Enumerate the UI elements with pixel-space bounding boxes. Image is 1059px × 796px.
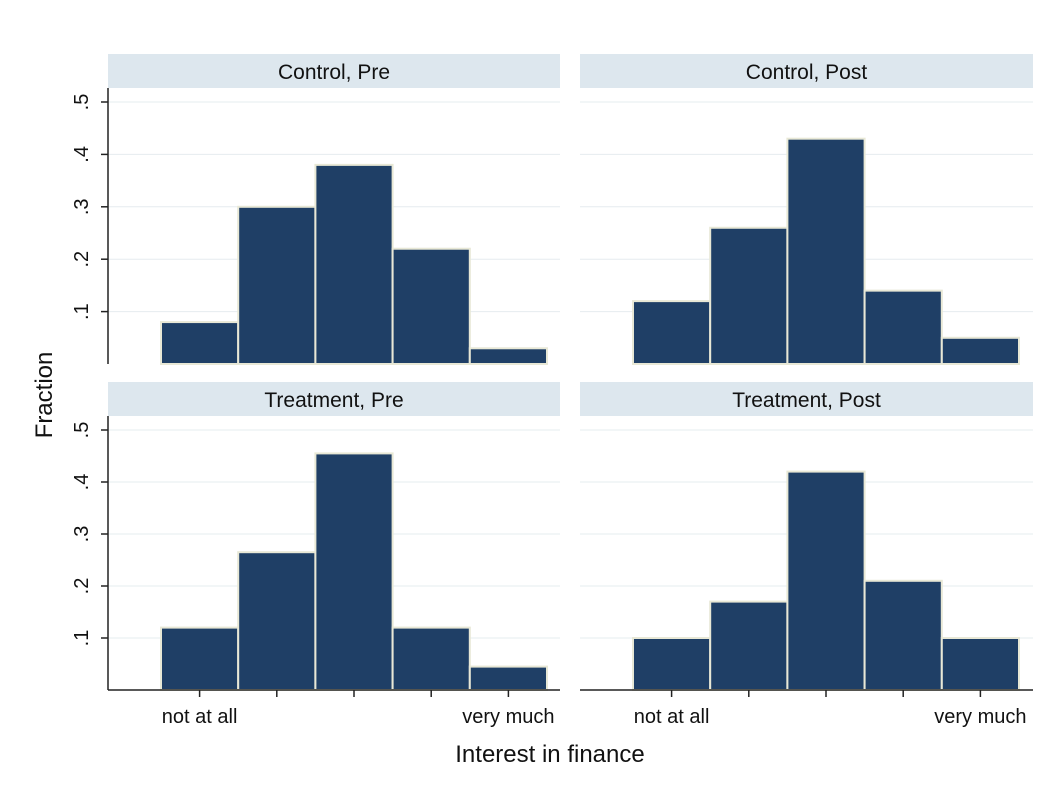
- y-tick-label: .5: [71, 94, 93, 111]
- histogram-bar: [632, 637, 712, 691]
- y-tick-label: .3: [71, 526, 93, 543]
- y-tick-label: .5: [71, 422, 93, 439]
- histogram-bar: [632, 300, 712, 365]
- y-tick-label: .4: [71, 474, 93, 491]
- y-tick-label: .4: [71, 146, 93, 163]
- histogram-bar: [160, 321, 240, 365]
- x-tick-label: very much: [462, 706, 554, 728]
- y-tick-label: .1: [71, 630, 93, 647]
- panel-header: [580, 382, 1033, 416]
- histogram-bar: [237, 551, 317, 692]
- y-tick-label: .1: [71, 303, 93, 320]
- panel-title: Treatment, Post: [732, 389, 881, 412]
- y-tick-label: .2: [71, 251, 93, 268]
- x-tick-label: not at all: [162, 706, 238, 728]
- histogram-bar: [863, 289, 943, 366]
- panel-title: Control, Post: [746, 61, 868, 84]
- histogram-bar: [786, 137, 866, 365]
- panel-header: [108, 382, 560, 416]
- panel-header: [108, 54, 560, 88]
- histogram-bar: [468, 665, 548, 691]
- x-axis-title: Interest in finance: [455, 741, 644, 768]
- panel-title: Control, Pre: [278, 61, 390, 84]
- histogram-bar: [391, 626, 471, 691]
- histogram-bar: [314, 452, 394, 691]
- panel-header: [580, 54, 1033, 88]
- histogram-bar: [160, 626, 240, 691]
- histogram-bar: [940, 336, 1020, 365]
- histogram-bar: [237, 205, 317, 365]
- x-tick-label: very much: [934, 706, 1026, 728]
- y-tick-label: .3: [71, 198, 93, 215]
- histogram-bar: [709, 600, 789, 691]
- histogram-bar: [940, 637, 1020, 691]
- histogram-bar: [786, 470, 866, 691]
- histogram-bar: [391, 247, 471, 365]
- histogram-bar: [468, 347, 548, 365]
- y-tick-label: .2: [71, 578, 93, 595]
- histogram-bar: [709, 226, 789, 365]
- panel-title: Treatment, Pre: [264, 389, 403, 412]
- histogram-bar: [314, 163, 394, 365]
- y-axis-title: Fraction: [31, 352, 58, 439]
- x-tick-label: not at all: [634, 706, 710, 728]
- histogram-bar: [863, 579, 943, 691]
